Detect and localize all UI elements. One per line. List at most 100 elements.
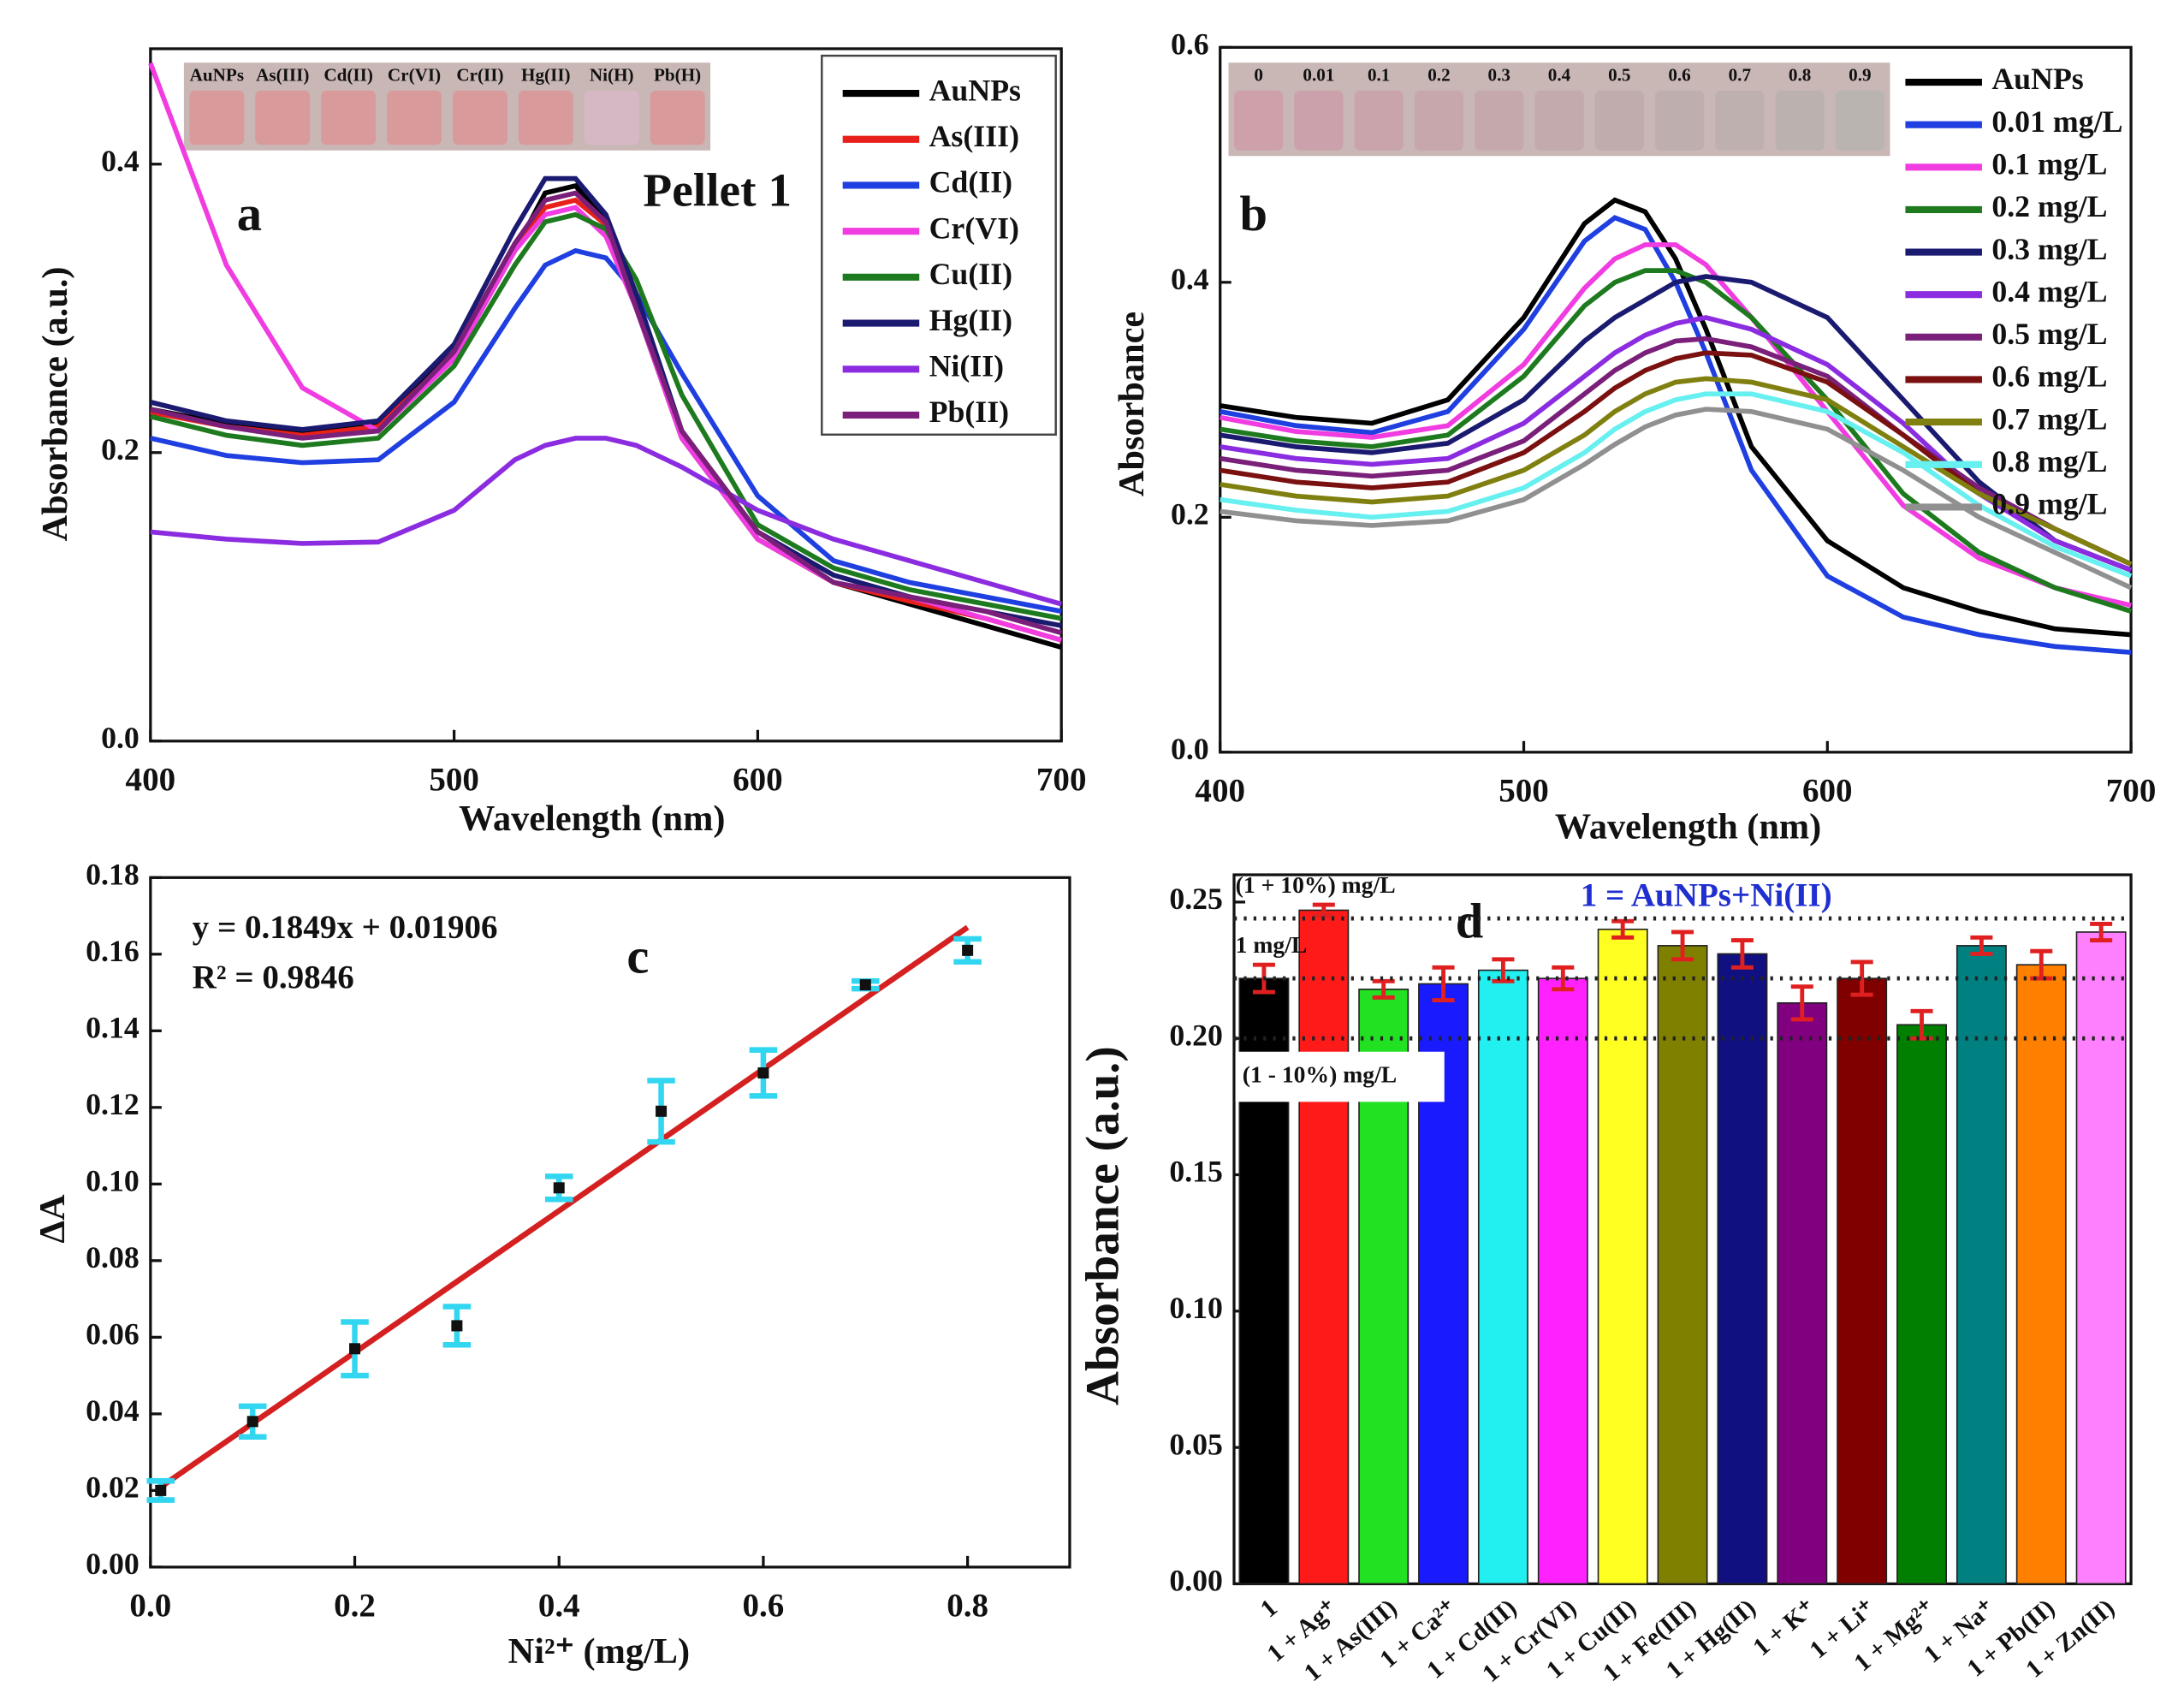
spectrum-line xyxy=(1220,376,2133,567)
y-tick-label: 0.05 xyxy=(1169,1427,1223,1461)
bar xyxy=(1657,945,1708,1585)
y-tick-label: 0.20 xyxy=(1169,1018,1223,1052)
inset-label: 0.9 xyxy=(1849,64,1871,85)
bar xyxy=(1717,953,1768,1585)
legend-label: 0.9 mg/L xyxy=(1991,487,2107,521)
y-tick-label: 0.04 xyxy=(86,1393,139,1428)
inset-label: Cd(II) xyxy=(323,64,373,85)
inset-label: 0.4 xyxy=(1548,64,1571,85)
x-tick-label: 500 xyxy=(429,762,479,799)
panel-label: b xyxy=(1240,186,1268,241)
x-axis-label: Ni²⁺ (mg/L) xyxy=(508,1631,690,1672)
x-tick-label: 0.4 xyxy=(538,1588,580,1625)
y-tick-label: 0.10 xyxy=(1169,1291,1223,1325)
data-point xyxy=(349,1343,361,1355)
y-tick-label: 0.14 xyxy=(86,1011,139,1045)
legend-label: 0.3 mg/L xyxy=(1991,232,2107,266)
bar xyxy=(1537,977,1588,1585)
y-tick-label: 0.0 xyxy=(1171,732,1209,766)
spectrum-line xyxy=(150,436,1062,607)
x-tick-label: 500 xyxy=(1499,773,1549,810)
spectrum-line xyxy=(1220,197,2132,638)
spectrum-line xyxy=(1220,215,2132,656)
x-tick-label: 600 xyxy=(733,762,783,799)
annotation: 1 = AuNPs+Ni(II) xyxy=(1581,877,1832,914)
x-axis-label: Wavelength (nm) xyxy=(459,799,725,839)
vial xyxy=(1234,90,1284,151)
legend-label: As(III) xyxy=(929,119,1019,153)
error-bar xyxy=(1790,984,1813,1022)
vial xyxy=(189,90,245,146)
inset-label: 0.2 xyxy=(1427,64,1450,85)
legend-label: 0.7 mg/L xyxy=(1991,401,2107,436)
x-tick-label: 1 xyxy=(1255,1594,1283,1623)
spectrum-line xyxy=(150,247,1062,614)
inset-label: Hg(II) xyxy=(521,64,571,85)
y-axis-label: Absorbance (a.u.) xyxy=(1077,1046,1129,1405)
legend-label: 0.4 mg/L xyxy=(1991,274,2107,308)
spectrum-line xyxy=(1220,274,2133,573)
bar xyxy=(1837,977,1888,1585)
inset-label: 0.5 xyxy=(1608,64,1630,85)
data-point xyxy=(451,1320,463,1332)
spectrum-line xyxy=(1220,391,2133,579)
vial xyxy=(1354,90,1404,151)
legend-label: AuNPs xyxy=(1991,62,2083,96)
legend-label: 0.5 mg/L xyxy=(1991,317,2107,351)
plot-frame xyxy=(149,876,1071,1569)
inset-label: 0.8 xyxy=(1789,64,1811,85)
y-tick-label: 0.08 xyxy=(86,1240,139,1274)
plot-frame xyxy=(1219,45,2133,754)
x-tick-label: 0.2 xyxy=(334,1588,376,1625)
y-tick-label: 0.6 xyxy=(1171,27,1209,62)
data-point xyxy=(859,979,871,991)
vial xyxy=(1534,90,1584,151)
data-point xyxy=(553,1182,565,1194)
vial xyxy=(518,90,573,146)
y-tick-label: 0.2 xyxy=(101,432,139,466)
legend-label: AuNPs xyxy=(929,73,1021,107)
reference-label: 1 mg/L xyxy=(1236,931,1308,958)
y-tick-label: 0.15 xyxy=(1169,1155,1223,1189)
legend-label: 0.1 mg/L xyxy=(1991,147,2107,181)
equation: y = 0.1849x + 0.01906 xyxy=(193,909,498,946)
reference-label: (1 + 10%) mg/L xyxy=(1236,871,1396,898)
y-tick-label: 0.25 xyxy=(1169,882,1223,916)
bar xyxy=(1956,945,2007,1585)
spectrum-line xyxy=(1220,407,2133,591)
spectrum-line xyxy=(1220,242,2132,609)
error-bar xyxy=(1671,930,1694,962)
spectrum-line xyxy=(150,211,1062,621)
legend-label: 0.2 mg/L xyxy=(1991,189,2107,223)
vial xyxy=(1294,90,1344,151)
data-point xyxy=(656,1105,668,1117)
error-bar xyxy=(1492,957,1515,983)
vial xyxy=(650,90,705,146)
data-point xyxy=(155,1484,167,1496)
y-tick-label: 0.4 xyxy=(1171,262,1209,296)
inset-label: Pb(H) xyxy=(654,64,701,85)
y-tick-label: 0.06 xyxy=(86,1317,139,1352)
error-bar xyxy=(1432,965,1455,1003)
panel-label: a xyxy=(237,186,262,241)
y-tick-label: 0.12 xyxy=(86,1087,139,1121)
y-axis-label: Absorbance xyxy=(1112,312,1152,496)
legend-label: Cu(II) xyxy=(929,257,1012,291)
vial xyxy=(584,90,639,146)
x-tick-label: 1 + K⁺ xyxy=(1748,1594,1821,1661)
inset-label: 0.3 xyxy=(1488,64,1510,85)
x-tick-label: 400 xyxy=(126,762,176,799)
error-bar xyxy=(1372,978,1395,1000)
bar xyxy=(1298,909,1350,1585)
y-tick-label: 0.4 xyxy=(101,144,139,178)
x-tick-label: 400 xyxy=(1195,773,1245,810)
error-bar xyxy=(1552,965,1575,992)
vial xyxy=(1835,90,1885,151)
vial xyxy=(1715,90,1765,151)
data-point xyxy=(962,944,974,956)
inset-label: As(III) xyxy=(256,64,309,85)
x-axis-label: Wavelength (nm) xyxy=(1555,807,1821,847)
r-squared: R² = 0.9846 xyxy=(193,959,354,996)
inset-label: Cr(II) xyxy=(456,64,503,85)
